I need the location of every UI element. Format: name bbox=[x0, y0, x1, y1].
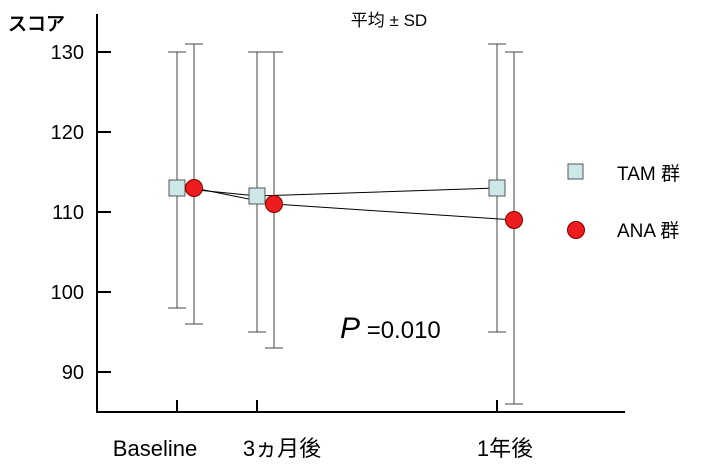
x-tick-label: Baseline bbox=[113, 436, 197, 461]
p-value-annotation: P =0.010 bbox=[340, 312, 441, 345]
y-ticks: 90 100 110 120 130 bbox=[51, 42, 111, 384]
p-value: =0.010 bbox=[367, 317, 441, 344]
legend-marker-ana bbox=[567, 221, 585, 239]
series-markers bbox=[168, 179, 523, 229]
series-lines bbox=[176, 187, 515, 221]
y-tick-label: 90 bbox=[62, 362, 84, 384]
y-tick-label: 130 bbox=[51, 42, 84, 64]
data-point-circle bbox=[505, 211, 523, 229]
chart-title: 平均 ± SD bbox=[351, 11, 427, 30]
legend: TAM 群 ANA 群 bbox=[567, 163, 680, 242]
data-point-square bbox=[168, 179, 186, 197]
data-point-circle bbox=[265, 195, 283, 213]
data-point-square bbox=[488, 179, 506, 197]
y-tick-label: 100 bbox=[51, 282, 84, 304]
x-ticks: Baseline 3ヵ月後 1年後 bbox=[113, 400, 533, 461]
data-point-square bbox=[248, 187, 266, 205]
p-label: P bbox=[340, 312, 360, 345]
data-point-circle bbox=[185, 179, 203, 197]
x-tick-label: 1年後 bbox=[477, 436, 533, 461]
y-tick-label: 120 bbox=[51, 122, 84, 144]
legend-marker-tam bbox=[567, 163, 584, 180]
series-line bbox=[176, 187, 498, 197]
y-tick-label: 110 bbox=[52, 202, 84, 224]
legend-label-tam: TAM 群 bbox=[617, 163, 680, 185]
x-tick-label: 3ヵ月後 bbox=[243, 436, 321, 461]
error-bars bbox=[168, 43, 523, 405]
legend-label-ana: ANA 群 bbox=[617, 220, 679, 242]
y-axis-label: スコア bbox=[8, 14, 65, 35]
